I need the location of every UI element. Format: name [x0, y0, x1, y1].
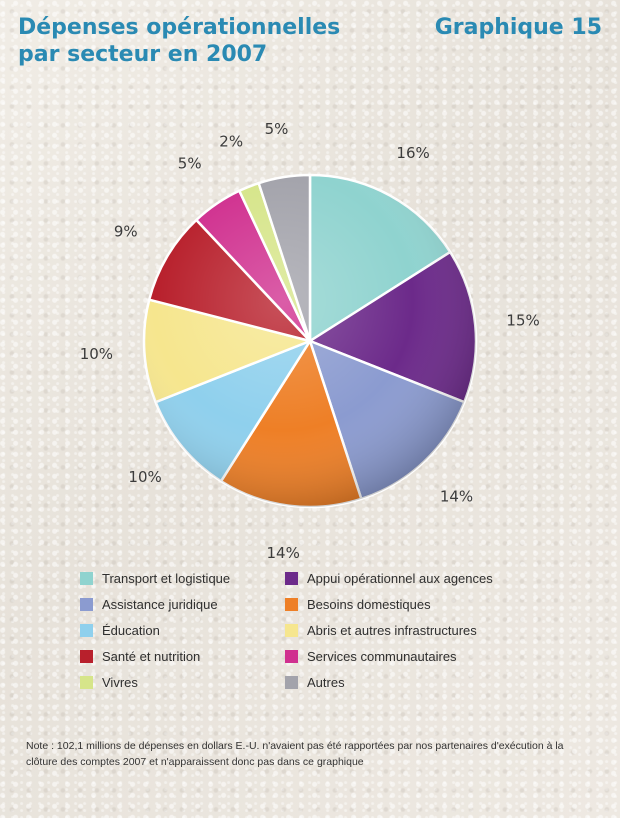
- legend-swatch: [80, 571, 93, 585]
- pie-label-education: 10%: [128, 468, 161, 486]
- legend-swatch: [285, 623, 298, 637]
- legend-item-besoins-domestiques: Besoins domestiques: [285, 594, 431, 614]
- pie-label-besoins-domestiques: 14%: [267, 544, 300, 560]
- pie-slices: [142, 173, 478, 509]
- legend-label: Appui opérationnel aux agences: [307, 570, 493, 586]
- legend-swatch: [80, 623, 93, 637]
- legend-swatch: [285, 571, 298, 585]
- legend-label: Vivres: [102, 674, 138, 690]
- legend-item-education: Éducation: [80, 620, 160, 640]
- pie-label-sante-et-nutrition: 9%: [114, 223, 138, 241]
- legend-item-appui-operationnel-aux-agences: Appui opérationnel aux agences: [285, 568, 493, 588]
- legend-item-transport-et-logistique: Transport et logistique: [80, 568, 230, 588]
- legend-swatch: [80, 649, 93, 663]
- legend-item-services-communautaires: Services communautaires: [285, 646, 457, 666]
- footnote: Note : 102,1 millions de dépenses en dol…: [26, 740, 564, 768]
- legend-label: Éducation: [102, 622, 160, 638]
- legend-item-autres: Autres: [285, 672, 345, 692]
- legend-item-assistance-juridique: Assistance juridique: [80, 594, 218, 614]
- legend-swatch: [80, 675, 93, 689]
- pie-label-vivres: 2%: [219, 133, 243, 151]
- pie-label-appui-operationnel-aux-agences: 15%: [506, 311, 539, 329]
- legend-swatch: [285, 649, 298, 663]
- pie-chart: 16% 15% 14% 14% 10% 10% 9% 5% 2% 5%: [80, 120, 540, 560]
- pie-value-labels: 16% 15% 14% 14% 10% 10% 9% 5% 2% 5%: [80, 120, 540, 560]
- legend-label: Assistance juridique: [102, 596, 218, 612]
- pie-label-assistance-juridique: 14%: [440, 488, 473, 506]
- legend-swatch: [80, 597, 93, 611]
- legend-swatch: [285, 597, 298, 611]
- pie-label-abris-et-autres-infrastructures: 10%: [80, 345, 113, 363]
- legend-swatch: [285, 675, 298, 689]
- legend-label: Besoins domestiques: [307, 596, 431, 612]
- pie-label-autres: 5%: [265, 120, 289, 138]
- legend-item-vivres: Vivres: [80, 672, 138, 692]
- pie-label-services-communautaires: 5%: [178, 155, 202, 173]
- legend-label: Autres: [307, 674, 345, 690]
- legend-item-abris-et-autres-infrastructures: Abris et autres infrastructures: [285, 620, 477, 640]
- legend-label: Santé et nutrition: [102, 648, 201, 664]
- legend-item-sante-et-nutrition: Santé et nutrition: [80, 646, 200, 666]
- graph-number: Graphique 15: [434, 15, 602, 40]
- legend-label: Transport et logistique: [102, 570, 231, 586]
- legend-label: Services communautaires: [307, 648, 457, 664]
- chart-title: Dépenses opérationnelles par secteur en …: [18, 15, 341, 67]
- pie-label-transport-et-logistique: 16%: [396, 144, 429, 162]
- legend-label: Abris et autres infrastructures: [307, 622, 477, 638]
